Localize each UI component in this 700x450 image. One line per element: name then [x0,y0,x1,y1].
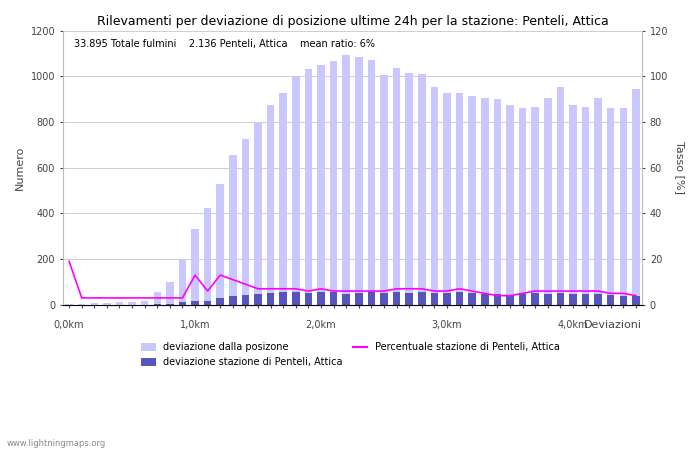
Bar [569,105,577,305]
Bar [153,304,161,305]
Bar [607,108,615,305]
Bar [216,184,224,305]
Bar [456,292,463,305]
Bar [267,293,274,305]
Bar [418,292,426,305]
Bar [116,302,123,305]
Bar [254,294,262,305]
Bar [166,282,174,305]
Bar [393,292,400,305]
Bar [355,57,363,305]
Bar [292,292,300,305]
Bar [279,94,287,305]
Text: 2,0km: 2,0km [306,320,336,330]
Bar [368,292,375,305]
Bar [443,293,451,305]
Bar [594,98,602,305]
Bar [607,295,615,305]
Legend: deviazione dalla posizone, deviazione stazione di Penteli, Attica, Percentuale s: deviazione dalla posizone, deviazione st… [137,338,564,371]
Bar [594,294,602,305]
Bar [65,304,73,305]
Bar [368,60,375,305]
Bar [241,139,249,305]
Bar [103,303,111,305]
Bar [481,294,489,305]
Bar [141,302,148,305]
Bar [380,293,388,305]
Bar [317,292,325,305]
Bar [279,292,287,305]
Bar [582,294,589,305]
Bar [620,108,627,305]
Y-axis label: Numero: Numero [15,145,25,190]
Bar [292,76,300,305]
Bar [405,293,413,305]
Bar [393,68,400,305]
Bar [241,295,249,305]
Y-axis label: Tasso [%]: Tasso [%] [675,141,685,194]
Bar [468,293,476,305]
Bar [468,96,476,305]
Bar [544,294,552,305]
Bar [544,98,552,305]
Bar [494,294,501,305]
Bar [204,207,211,305]
Bar [632,296,640,305]
Bar [191,301,199,305]
Bar [632,89,640,305]
Bar [317,65,325,305]
Bar [494,99,501,305]
Bar [204,301,211,305]
Text: 1,0km: 1,0km [180,320,210,330]
Bar [304,69,312,305]
Bar [569,294,577,305]
Bar [229,155,237,305]
Bar [620,296,627,305]
Text: www.lightningmaps.org: www.lightningmaps.org [7,439,106,448]
Bar [519,294,526,305]
Bar [556,293,564,305]
Bar [216,298,224,305]
Bar [78,304,85,305]
Bar [582,107,589,305]
Bar [355,293,363,305]
Bar [556,86,564,305]
Bar [418,74,426,305]
Bar [342,54,350,305]
Text: 33.895 Totale fulmini    2.136 Penteli, Attica    mean ratio: 6%: 33.895 Totale fulmini 2.136 Penteli, Att… [74,39,375,49]
Bar [90,303,98,305]
Bar [178,260,186,305]
Bar [128,302,136,305]
Bar [481,98,489,305]
Bar [506,105,514,305]
Bar [330,61,337,305]
Text: 3,0km: 3,0km [432,320,462,330]
Bar [191,230,199,305]
Title: Rilevamenti per deviazione di posizione ultime 24h per la stazione: Penteli, Att: Rilevamenti per deviazione di posizione … [97,15,608,28]
Bar [430,86,438,305]
Text: Deviazioni: Deviazioni [584,320,642,330]
Bar [405,73,413,305]
Bar [229,296,237,305]
Bar [456,94,463,305]
Bar [304,293,312,305]
Bar [506,295,514,305]
Bar [443,94,451,305]
Bar [267,105,274,305]
Bar [330,292,337,305]
Text: 0,0km: 0,0km [54,320,85,330]
Bar [430,293,438,305]
Bar [153,292,161,305]
Bar [342,294,350,305]
Bar [178,302,186,305]
Bar [519,108,526,305]
Bar [380,75,388,305]
Bar [531,293,539,305]
Bar [166,304,174,305]
Text: 4,0km: 4,0km [558,320,588,330]
Bar [254,123,262,305]
Bar [531,107,539,305]
